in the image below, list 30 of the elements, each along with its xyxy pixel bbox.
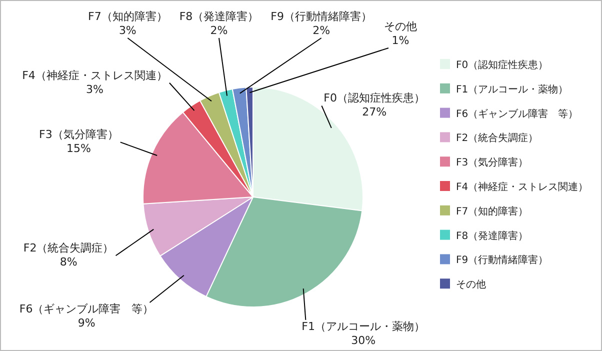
data-label: 1%: [392, 34, 410, 47]
legend-label: F0（認知症性疾患）: [456, 59, 548, 71]
legend-label: F2（統合失調症）: [456, 132, 538, 144]
slice-label: F0（認知症性疾患）: [324, 92, 425, 105]
legend-label: F9（行動情緒障害）: [456, 254, 548, 266]
data-label: 9%: [78, 316, 96, 330]
data-label: 8%: [60, 256, 78, 269]
data-label: 2%: [210, 24, 228, 37]
slice-label: F8（発達障害）: [179, 10, 259, 23]
data-label: 3%: [86, 82, 104, 96]
legend-label: F7（知的障害）: [456, 205, 528, 218]
slice-label: F9（行動情緒障害）: [270, 10, 372, 23]
data-label: 15%: [66, 142, 91, 156]
data-label: 27%: [362, 106, 387, 119]
slice-label: F3（気分障害）: [39, 128, 118, 142]
slice-label: F6（ギャンブル障害 等）: [19, 302, 154, 316]
legend-label: F1（アルコール・薬物）: [456, 83, 568, 96]
data-label: 30%: [351, 334, 376, 347]
slice-label: F4（神経症・ストレス関連）: [22, 68, 168, 82]
slice-label: F2（統合失調症）: [23, 242, 114, 255]
legend-label: F6（ギャンブル障害 等）: [456, 108, 578, 120]
slice-label: F1（アルコール・薬物）: [302, 320, 425, 333]
slice-label: F7（知的障害）: [88, 10, 168, 23]
data-label: 2%: [312, 24, 330, 37]
legend-label: F8（発達障害）: [456, 230, 528, 242]
data-label: 3%: [118, 24, 136, 37]
legend-label: その他: [456, 278, 486, 291]
legend-label: F4（神経症・ストレス関連）: [456, 181, 588, 193]
slice-label: その他: [384, 20, 417, 33]
legend-label: F3（気分障害）: [456, 156, 528, 169]
